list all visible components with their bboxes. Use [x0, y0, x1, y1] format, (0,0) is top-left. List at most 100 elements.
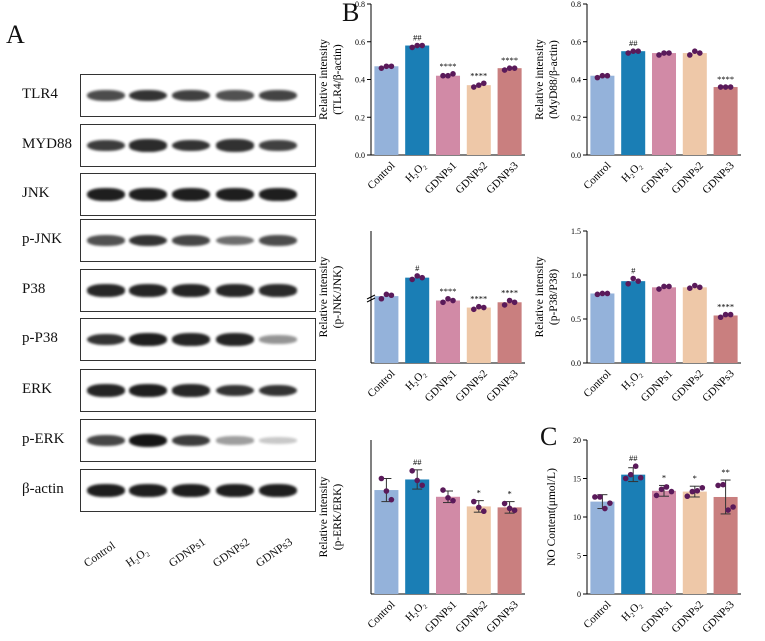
data-point	[697, 284, 703, 291]
blot-band	[216, 384, 254, 397]
blot-strip-6	[80, 369, 316, 412]
significance-label: *	[693, 473, 697, 483]
blot-band	[216, 333, 254, 346]
bar	[435, 496, 461, 594]
blot-band	[259, 437, 297, 444]
data-point	[635, 278, 641, 284]
blot-band	[259, 188, 297, 201]
data-point	[471, 498, 477, 505]
blot-label-4: P38	[22, 281, 46, 297]
blot-band	[172, 139, 210, 152]
significance-label: **	[721, 467, 730, 477]
data-point	[730, 504, 736, 510]
data-point	[383, 291, 390, 298]
bar	[621, 51, 646, 155]
data-point	[511, 299, 518, 306]
blot-strip-4	[80, 269, 316, 312]
blot-band	[129, 89, 167, 102]
data-point	[440, 487, 446, 493]
bar	[590, 293, 615, 363]
data-point	[440, 299, 446, 306]
data-point	[419, 482, 426, 489]
blot-band	[129, 434, 167, 447]
data-point	[450, 297, 456, 304]
y-axis-label: (TLR4/β-actin)	[332, 44, 344, 115]
data-point	[697, 50, 703, 56]
data-point	[632, 463, 639, 469]
bar	[713, 87, 738, 155]
data-point	[378, 65, 385, 71]
significance-label: ##	[629, 38, 638, 48]
bar	[621, 281, 646, 363]
data-point	[599, 290, 606, 297]
bar	[497, 302, 522, 363]
y-tick-label: 1.5	[571, 227, 581, 236]
data-point	[694, 488, 701, 494]
blot-band	[259, 384, 297, 397]
data-point	[414, 42, 421, 49]
bar	[651, 490, 677, 594]
category-label: H₂O₂	[619, 599, 644, 624]
blot-band	[172, 384, 210, 397]
data-point	[592, 494, 598, 500]
bar	[621, 474, 646, 594]
bar	[590, 501, 615, 594]
blot-label-1: MYD88	[22, 136, 73, 152]
significance-label: ****	[440, 61, 457, 71]
blot-band	[259, 484, 297, 497]
data-point	[481, 80, 487, 87]
data-point	[630, 275, 636, 282]
y-axis-label: (p-ERK/ERK)	[332, 484, 344, 551]
category-label: H₂O₂	[403, 368, 428, 393]
data-point	[727, 311, 734, 318]
y-tick-label: 5	[577, 552, 581, 561]
blot-band	[87, 89, 125, 101]
significance-label: ##	[413, 457, 422, 467]
category-label: GDNPs2	[669, 599, 706, 636]
blot-band	[259, 234, 297, 246]
significance-label: #	[631, 266, 636, 276]
blot-strip-7	[80, 419, 316, 462]
blot-band	[129, 484, 167, 497]
significance-label: ****	[470, 294, 487, 304]
data-point	[692, 282, 698, 289]
bar	[405, 277, 430, 363]
blot-band	[259, 89, 297, 102]
data-point	[388, 63, 395, 70]
data-point	[717, 84, 724, 90]
data-point	[727, 84, 734, 90]
data-point	[717, 314, 724, 321]
significance-label: *	[662, 472, 666, 482]
category-label: Control	[581, 599, 613, 631]
category-label: GDNPs1	[639, 368, 676, 405]
data-point	[501, 302, 508, 308]
data-point	[388, 292, 395, 299]
category-label: H₂O₂	[619, 368, 644, 393]
data-point	[725, 507, 731, 513]
category-label: Control	[581, 160, 613, 192]
blot-strip-2	[80, 173, 316, 216]
data-point	[604, 72, 611, 79]
y-tick-label: 0.4	[355, 76, 365, 85]
y-tick-label: 15	[573, 475, 581, 484]
category-label: Control	[365, 599, 397, 631]
blot-band	[129, 384, 167, 397]
data-point	[635, 48, 641, 54]
y-tick-label: 0.8	[355, 0, 365, 9]
category-label: H₂O₂	[619, 160, 644, 185]
bar	[405, 45, 430, 155]
blot-band	[216, 188, 254, 201]
y-axis-label: Relative intensity	[534, 39, 546, 120]
category-label: Control	[365, 368, 397, 400]
significance-label: #	[415, 263, 420, 273]
bar	[682, 53, 707, 156]
y-axis-label: Relative intensity	[318, 39, 330, 120]
data-point	[630, 48, 636, 54]
y-tick-label: 0.8	[571, 0, 581, 9]
bar	[374, 66, 399, 155]
data-point	[481, 508, 487, 515]
western-blot-panel: TLR4 MYD88 JNK p-JNK P38 p-P38 ERK p-ERK β-actin…	[0, 0, 330, 641]
data-point	[388, 496, 395, 503]
y-axis-label: (p-P38/P38)	[548, 269, 560, 325]
bar	[466, 506, 491, 594]
